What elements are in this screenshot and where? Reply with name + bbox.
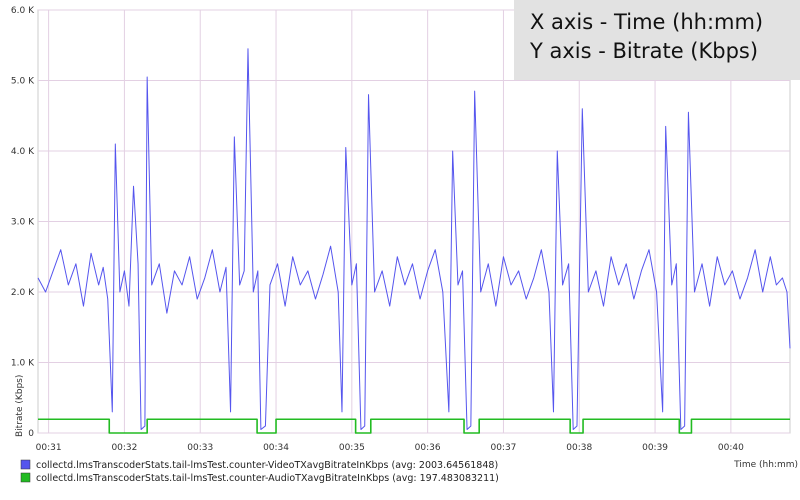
y-tick-label: 1.0 K — [11, 359, 35, 369]
series-line-video-bitrate — [37, 48, 791, 430]
legend-label-audio: collectd.lmsTranscoderStats.tail-lmsTest… — [36, 473, 499, 484]
x-tick-label: 00:33 — [187, 443, 213, 453]
x-axis-ticks: 00:31 00:32 00:33 00:34 00:35 00:36 00:37 00:38… — [36, 443, 744, 453]
legend-label-video: collectd.lmsTranscoderStats.tail-lmsTest… — [36, 460, 498, 471]
x-tick-label: 00:32 — [111, 443, 137, 453]
legend-swatch-audio — [20, 472, 31, 483]
legend: collectd.lmsTranscoderStats.tail-lmsTest… — [20, 459, 499, 484]
y-tick-label: 3.0 K — [11, 218, 35, 228]
series-line-audio-bitrate — [38, 418, 790, 434]
y-axis-label: Bitrate (Kbps) — [15, 375, 25, 437]
y-tick-label: 2.0 K — [11, 288, 35, 298]
info-box-y-axis-text: Y axis - Bitrate (Kbps) — [530, 39, 759, 63]
x-tick-label: 00:34 — [263, 443, 289, 453]
x-tick-label: 00:37 — [490, 443, 516, 453]
y-tick-label: 4.0 K — [11, 147, 35, 157]
y-tick-label: 5.0 K — [11, 77, 35, 87]
x-axis-label: Time (hh:mm) — [733, 460, 798, 470]
y-axis-ticks: 0 1.0 K 2.0 K 3.0 K 4.0 K 5.0 K 6.0 K — [11, 6, 35, 439]
info-box-x-axis-text: X axis - Time (hh:mm) — [530, 10, 764, 34]
y-tick-label: 6.0 K — [11, 6, 35, 16]
x-tick-label: 00:39 — [642, 443, 668, 453]
x-tick-label: 00:31 — [36, 443, 62, 453]
y-tick-label: 0 — [28, 429, 34, 439]
x-tick-label: 00:40 — [718, 443, 744, 453]
legend-swatch-video — [20, 459, 31, 470]
x-tick-label: 00:38 — [566, 443, 592, 453]
x-tick-label: 00:36 — [415, 443, 441, 453]
axis-info-box: X axis - Time (hh:mm) Y axis - Bitrate (… — [514, 0, 800, 80]
series-layer — [37, 48, 791, 434]
x-tick-label: 00:35 — [339, 443, 365, 453]
